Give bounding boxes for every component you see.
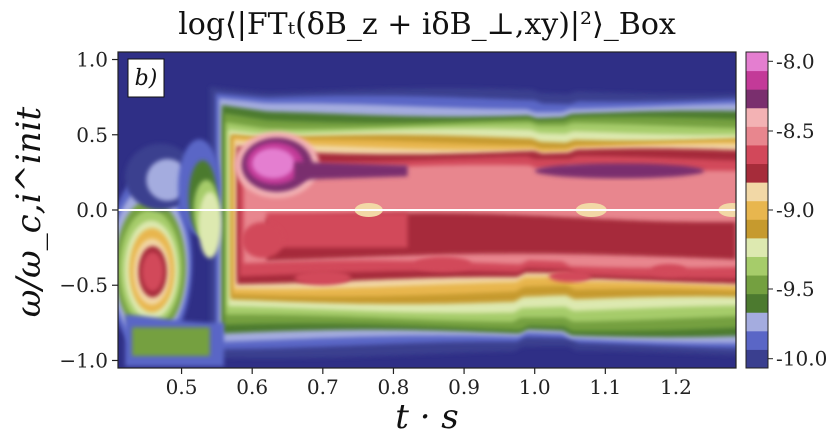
colorbar-segment — [746, 237, 768, 257]
plot-area — [117, 51, 737, 369]
y-tick-label: 0.5 — [76, 123, 108, 147]
heatmap-streak — [534, 163, 705, 179]
colorbar-segment — [746, 256, 768, 276]
heatmap-patch — [414, 256, 472, 272]
colorbar-segment — [746, 275, 768, 295]
colorbar-segment — [746, 219, 768, 239]
heatmap-patch — [294, 270, 352, 286]
colorbar-tick-label: -9.0 — [776, 198, 815, 222]
colorbar-segment — [746, 89, 768, 109]
heatmap-patch — [241, 222, 284, 259]
colorbar-segment — [746, 163, 768, 183]
panel-label-box — [127, 58, 165, 98]
x-tick-label: 1.2 — [660, 375, 692, 399]
x-axis-label: t · s — [395, 397, 459, 437]
colorbar-segment — [746, 70, 768, 90]
heatmap-left-lobe — [142, 252, 164, 292]
colorbar-segment — [746, 126, 768, 146]
y-tick-label: −1.0 — [59, 348, 108, 372]
colorbar-tick-label: -9.5 — [776, 277, 815, 301]
colorbar-tick-label: -10.0 — [776, 347, 827, 371]
y-axis-label: ω/ω_c,i^init — [9, 106, 49, 317]
heatmap-patch — [548, 270, 592, 283]
colorbar-segment — [746, 293, 768, 313]
heatmap-wisp — [146, 158, 189, 201]
heatmap-wisp — [198, 191, 222, 259]
colorbar-segment — [746, 144, 768, 165]
heatmap-patch — [651, 264, 687, 277]
x-tick-label: 0.8 — [378, 375, 410, 399]
colorbar-segment — [746, 330, 768, 350]
colorbar-segment — [746, 107, 768, 127]
x-tick-label: 0.9 — [448, 375, 480, 399]
colorbar-segment — [746, 349, 768, 369]
heatmap-layers — [118, 86, 736, 367]
x-tick-label: 1.1 — [589, 375, 621, 399]
y-axis-ticks: 1.0 0.5 0.0 −0.5 −1.0 — [59, 48, 118, 372]
x-tick-label: 0.5 — [166, 375, 198, 399]
x-axis-ticks: 0.5 0.6 0.7 0.8 0.9 1.0 1.1 1.2 — [166, 368, 692, 399]
heatmap-inner-band — [266, 213, 408, 248]
panel-label: b) — [127, 58, 165, 98]
x-tick-label: 1.0 — [519, 375, 551, 399]
x-tick-label: 0.6 — [236, 375, 268, 399]
colorbar-segment — [746, 200, 768, 220]
colorbar-segment — [746, 52, 768, 72]
heatmap-hotspot — [257, 152, 283, 171]
x-tick-label: 0.7 — [307, 375, 339, 399]
y-tick-label: −0.5 — [59, 273, 108, 297]
colorbar-segment — [746, 312, 768, 332]
panel-label-text: b) — [135, 66, 158, 91]
colorbar-segment — [746, 182, 768, 202]
colorbar: -8.0 -8.5 -9.0 -9.5 -10.0 — [745, 49, 827, 371]
title-text: log⟨|FTₜ(δB_z + iδB_⊥,xy)|²⟩_Box — [178, 7, 676, 42]
heatmap-lower-tail — [132, 327, 210, 356]
chart-title: log⟨|FTₜ(δB_z + iδB_⊥,xy)|²⟩_Box — [178, 7, 676, 42]
y-tick-label: 1.0 — [76, 48, 108, 72]
colorbar-tick-label: -8.5 — [776, 119, 815, 143]
heatmap-streak — [294, 161, 408, 180]
colorbar-tick-label: -8.0 — [776, 49, 815, 73]
y-tick-label: 0.0 — [76, 198, 108, 222]
